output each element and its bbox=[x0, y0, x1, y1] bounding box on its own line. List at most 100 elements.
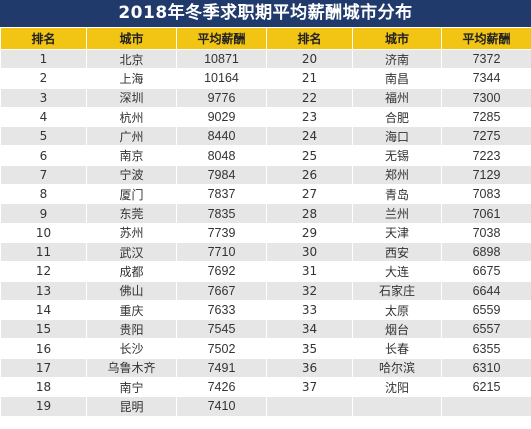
header-city-left: 城市 bbox=[86, 27, 177, 50]
cell-salary-left: 7739 bbox=[176, 222, 267, 243]
cell-salary-right: 6559 bbox=[441, 299, 531, 321]
cell-rank-left: 8 bbox=[0, 184, 87, 205]
table-row: 3 深圳 9776 22 福州 7300 bbox=[0, 87, 531, 108]
cell-salary-right: 6644 bbox=[441, 280, 531, 301]
header-salary-left: 平均薪酬 bbox=[176, 27, 267, 50]
header-salary-right: 平均薪酬 bbox=[441, 27, 531, 50]
cell-salary-left: 9776 bbox=[176, 87, 267, 108]
cell-city-left: 厦门 bbox=[86, 184, 177, 205]
cell-city-right: 哈尔滨 bbox=[352, 357, 442, 379]
cell-salary-right: 7344 bbox=[441, 68, 531, 89]
cell-city-right: 无锡 bbox=[352, 145, 442, 166]
cell-rank-right: 27 bbox=[266, 184, 353, 205]
cell-salary-right: 6310 bbox=[441, 357, 531, 379]
cell-city-left: 宁波 bbox=[86, 164, 177, 186]
cell-city-left: 上海 bbox=[86, 68, 177, 89]
cell-salary-left: 7710 bbox=[176, 241, 267, 263]
cell-city-right: 郑州 bbox=[352, 164, 442, 186]
cell-rank-right: 22 bbox=[266, 87, 353, 108]
cell-rank-right: 31 bbox=[266, 261, 353, 282]
cell-city-right: 长春 bbox=[352, 338, 442, 359]
cell-salary-right: 7038 bbox=[441, 222, 531, 243]
cell-city-left: 乌鲁木齐 bbox=[86, 357, 177, 379]
cell-salary-right: 7061 bbox=[441, 203, 531, 224]
cell-city-right: 兰州 bbox=[352, 203, 442, 224]
table-row: 7 宁波 7984 26 郑州 7129 bbox=[0, 164, 531, 186]
cell-rank-left: 13 bbox=[0, 280, 87, 301]
cell-salary-left: 10164 bbox=[176, 68, 267, 89]
cell-rank-left: 6 bbox=[0, 145, 87, 166]
cell-rank-right: 29 bbox=[266, 222, 353, 243]
cell-city-right: 福州 bbox=[352, 87, 442, 108]
cell-rank-right: 35 bbox=[266, 338, 353, 359]
cell-rank-left: 11 bbox=[0, 241, 87, 263]
table-row: 19 昆明 7410 bbox=[0, 396, 531, 417]
cell-city-left: 长沙 bbox=[86, 338, 177, 359]
table-row: 8 厦门 7837 27 青岛 7083 bbox=[0, 184, 531, 205]
table-row: 17 乌鲁木齐 7491 36 哈尔滨 6310 bbox=[0, 357, 531, 379]
cell-salary-left: 7502 bbox=[176, 338, 267, 359]
cell-salary-right: 7300 bbox=[441, 87, 531, 108]
cell-city-left: 重庆 bbox=[86, 299, 177, 321]
cell-rank-right: 20 bbox=[266, 48, 353, 70]
table-row: 6 南京 8048 25 无锡 7223 bbox=[0, 145, 531, 166]
cell-salary-right: 6675 bbox=[441, 261, 531, 282]
cell-rank-right: 26 bbox=[266, 164, 353, 186]
table-row: 9 东莞 7835 28 兰州 7061 bbox=[0, 203, 531, 224]
table-body: 1 北京 10871 20 济南 7372 2 上海 10164 21 南昌 7344 3 深圳 9776 2… bbox=[0, 48, 531, 417]
cell-salary-right: 7285 bbox=[441, 106, 531, 128]
cell-city-right: 海口 bbox=[352, 126, 442, 147]
table-row: 2 上海 10164 21 南昌 7344 bbox=[0, 68, 531, 89]
cell-salary-left: 7545 bbox=[176, 319, 267, 340]
cell-city-left: 苏州 bbox=[86, 222, 177, 243]
table-row: 5 广州 8440 24 海口 7275 bbox=[0, 126, 531, 147]
cell-salary-left: 7426 bbox=[176, 377, 267, 398]
cell-city-left: 杭州 bbox=[86, 106, 177, 128]
table-row: 16 长沙 7502 35 长春 6355 bbox=[0, 338, 531, 359]
cell-salary-left: 7692 bbox=[176, 261, 267, 282]
cell-rank-left: 1 bbox=[0, 48, 87, 70]
cell-city-left: 东莞 bbox=[86, 203, 177, 224]
cell-city-left: 南宁 bbox=[86, 377, 177, 398]
cell-salary-right: 6557 bbox=[441, 319, 531, 340]
cell-rank-left: 19 bbox=[0, 396, 87, 417]
cell-rank-right: 28 bbox=[266, 203, 353, 224]
cell-rank-left: 7 bbox=[0, 164, 87, 186]
cell-salary-left: 7835 bbox=[176, 203, 267, 224]
table-row: 12 成都 7692 31 大连 6675 bbox=[0, 261, 531, 282]
cell-rank-left: 5 bbox=[0, 126, 87, 147]
cell-rank-left: 16 bbox=[0, 338, 87, 359]
cell-city-left: 广州 bbox=[86, 126, 177, 147]
table-row: 10 苏州 7739 29 天津 7038 bbox=[0, 222, 531, 243]
cell-rank-left: 14 bbox=[0, 299, 87, 321]
cell-rank-left: 2 bbox=[0, 68, 87, 89]
cell-salary-left: 8048 bbox=[176, 145, 267, 166]
cell-rank-right: 32 bbox=[266, 280, 353, 301]
table-title: 2018年冬季求职期平均薪酬城市分布 bbox=[0, 0, 531, 27]
cell-rank-left: 18 bbox=[0, 377, 87, 398]
table-row: 14 重庆 7633 33 太原 6559 bbox=[0, 299, 531, 321]
cell-rank-right: 37 bbox=[266, 377, 353, 398]
cell-salary-right: 7129 bbox=[441, 164, 531, 186]
cell-salary-right: 7275 bbox=[441, 126, 531, 147]
cell-rank-left: 9 bbox=[0, 203, 87, 224]
cell-rank-left: 12 bbox=[0, 261, 87, 282]
cell-rank-left: 10 bbox=[0, 222, 87, 243]
cell-city-right: 烟台 bbox=[352, 319, 442, 340]
cell-city-left: 贵阳 bbox=[86, 319, 177, 340]
header-city-right: 城市 bbox=[352, 27, 442, 50]
table-row: 15 贵阳 7545 34 烟台 6557 bbox=[0, 319, 531, 340]
cell-city-left: 武汉 bbox=[86, 241, 177, 263]
cell-salary-left: 9029 bbox=[176, 106, 267, 128]
header-rank-left: 排名 bbox=[0, 27, 87, 50]
cell-city-left: 北京 bbox=[86, 48, 177, 70]
salary-table: 排名 城市 平均薪酬 排名 城市 平均薪酬 1 北京 10871 20 济南 7372 2 上… bbox=[0, 27, 531, 417]
cell-salary-left: 7633 bbox=[176, 299, 267, 321]
cell-salary-right: 6355 bbox=[441, 338, 531, 359]
cell-rank-left: 3 bbox=[0, 87, 87, 108]
cell-rank-right: 34 bbox=[266, 319, 353, 340]
cell-city-left: 成都 bbox=[86, 261, 177, 282]
table-row: 11 武汉 7710 30 西安 6898 bbox=[0, 241, 531, 263]
cell-city-left: 南京 bbox=[86, 145, 177, 166]
